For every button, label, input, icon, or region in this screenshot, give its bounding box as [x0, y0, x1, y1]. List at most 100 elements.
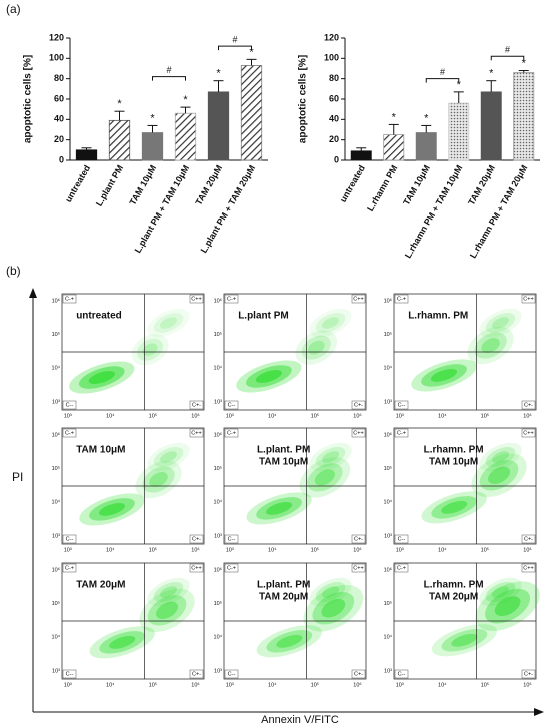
- y-axis-label: apoptotic cells [%]: [23, 55, 34, 143]
- y-tick-label: 10³: [384, 668, 392, 674]
- y-tick-label: 10³: [52, 399, 60, 405]
- quadrant-box: [62, 534, 77, 544]
- bar: [75, 149, 98, 161]
- significance-mark: *: [392, 111, 397, 123]
- significance-mark: *: [216, 68, 221, 80]
- significance-mark: *: [489, 68, 494, 80]
- quadrant-label: C-+: [397, 431, 406, 437]
- cell-cloud: [295, 330, 338, 365]
- quadrant-box: [521, 563, 536, 573]
- panel-title: TAM 20μM: [76, 580, 125, 591]
- x-tick-label: 10⁶: [523, 412, 531, 419]
- quadrant-box: [62, 294, 77, 304]
- x-tick-label: 10⁵: [311, 412, 319, 419]
- cell-cloud: [160, 317, 177, 329]
- y-tick-label: 10⁴: [52, 365, 61, 372]
- cell-cloud: [309, 442, 352, 472]
- quadrant-box: [62, 669, 77, 679]
- panel-title: L.plant PM: [238, 311, 289, 322]
- x-tick-label: 10³: [64, 413, 72, 419]
- cell-cloud: [488, 466, 511, 485]
- y-tick-label: 10⁶: [384, 297, 392, 304]
- x-tick-label: 10⁵: [311, 546, 319, 553]
- x-tick-label: L.rhamn PM: [365, 163, 399, 213]
- y-tick-label: 10⁶: [52, 431, 60, 438]
- x-tick-label: 10³: [64, 682, 72, 688]
- cell-cloud: [137, 338, 164, 361]
- cell-cloud: [309, 308, 352, 338]
- quadrant-box: [394, 400, 409, 410]
- quadrant-box: [224, 428, 239, 438]
- y-tick-label: 10⁶: [214, 566, 222, 573]
- quadrant-box: [394, 428, 409, 438]
- x-tick-label: TAM 20μM: [466, 163, 497, 206]
- quadrant-label: C+-: [354, 537, 363, 543]
- x-tick-label: 10³: [226, 682, 234, 688]
- y-tick-label: 60: [329, 93, 339, 103]
- cell-cloud: [430, 369, 458, 382]
- y-tick-label: 10⁶: [384, 566, 392, 573]
- cell-cloud: [479, 577, 522, 607]
- y-tick-label: 10⁵: [214, 465, 222, 472]
- significance-bracket: [425, 78, 460, 83]
- y-tick-label: 10³: [52, 668, 60, 674]
- panel-title: L.rhamn. PM: [424, 445, 484, 456]
- y-axis-label: apoptotic cells [%]: [298, 55, 309, 143]
- y-tick-label: 10⁵: [384, 331, 392, 338]
- y-tick-label: 10³: [52, 533, 60, 539]
- quadrant-label: C--: [398, 403, 406, 409]
- x-tick-label: 10⁴: [106, 412, 115, 419]
- cell-cloud: [255, 370, 282, 383]
- y-tick-label: 80: [54, 73, 64, 83]
- cell-cloud: [322, 586, 339, 598]
- bar: [415, 132, 437, 161]
- y-tick-label: 10⁴: [384, 365, 393, 372]
- x-tick-label: 10⁶: [523, 546, 531, 553]
- quadrant-label: C--: [228, 403, 236, 409]
- y-tick-label: 20: [54, 134, 64, 144]
- panel-title: TAM 10μM: [429, 457, 478, 468]
- significance-mark: *: [183, 94, 188, 106]
- quadrant-label: C+-: [192, 672, 201, 678]
- quadrant-label: C+-: [524, 403, 533, 409]
- panel-title: L.plant. PM: [257, 445, 310, 456]
- x-tick-label: 10⁴: [438, 681, 447, 688]
- x-tick-label: 10⁵: [149, 681, 157, 688]
- quadrant-label: C++: [523, 431, 533, 437]
- cell-cloud: [479, 442, 522, 472]
- cell-cloud: [322, 317, 339, 329]
- bar: [240, 65, 263, 161]
- quadrant-box: [62, 400, 77, 410]
- quadrant-box: [224, 400, 239, 410]
- y-tick-label: 60: [54, 93, 64, 103]
- cell-cloud: [301, 335, 331, 360]
- x-tick-label: 10⁴: [268, 546, 277, 553]
- quadrant-label: C-+: [397, 297, 406, 303]
- cell-cloud: [276, 634, 303, 648]
- bar: [141, 132, 164, 161]
- panel-title: TAM 10μM: [76, 445, 125, 456]
- x-tick-label: L.rhamn PM + TAM 20μM: [468, 163, 530, 260]
- significance-mark: *: [249, 46, 254, 58]
- significance-bracket: [490, 55, 525, 61]
- panel-title: L.plant. PM: [257, 580, 310, 591]
- y-tick-label: 10³: [384, 533, 392, 539]
- cell-cloud: [153, 447, 184, 467]
- x-tick-label: TAM 10μM: [127, 163, 158, 206]
- cell-cloud: [315, 582, 346, 602]
- flow-y-label: PI: [12, 470, 23, 484]
- quadrant-label: C++: [191, 431, 201, 437]
- quadrant-box: [189, 294, 204, 304]
- quadrant-label: C--: [66, 537, 74, 543]
- y-tick-label: 120: [49, 32, 64, 42]
- quadrant-label: C--: [228, 537, 236, 543]
- quadrant-box: [351, 563, 366, 573]
- bar: [207, 91, 230, 161]
- cell-cloud: [307, 463, 343, 492]
- x-tick-label: 10⁵: [311, 681, 319, 688]
- cell-cloud: [147, 442, 190, 472]
- cell-cloud: [494, 596, 521, 617]
- cell-cloud: [88, 371, 115, 384]
